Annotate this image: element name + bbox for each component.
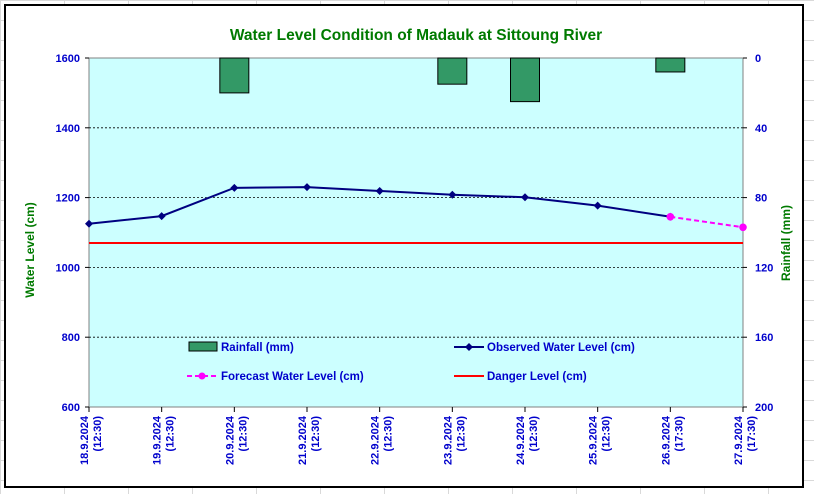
observed-point <box>448 190 457 199</box>
y-tick-label: 1200 <box>56 193 80 205</box>
y2-tick-label: 40 <box>755 123 767 135</box>
x-tick-date: 27.9.2024 <box>733 415 745 465</box>
x-tick-date: 23.9.2024 <box>442 415 454 465</box>
x-tick-label: 26.9.2024 (17:30) <box>660 415 685 465</box>
observed-point <box>375 186 384 195</box>
forecast-line <box>670 215 744 229</box>
x-tick-label: 27.9.2024 (17:30) <box>733 415 758 465</box>
y-tick-label: 600 <box>62 402 80 414</box>
y2-tick-label: 80 <box>755 193 767 205</box>
x-tick-date: 21.9.2024 <box>297 415 309 465</box>
x-tick-date: 25.9.2024 <box>588 415 600 465</box>
x-tick-time: (12:30) <box>237 416 249 452</box>
y2-tick-label: 200 <box>755 402 773 414</box>
x-tick-label: 25.9.2024 (12:30) <box>588 415 613 465</box>
rainfall-bar <box>510 57 540 103</box>
observed-point <box>85 219 93 228</box>
y-tick-label: 1600 <box>56 53 80 65</box>
observed-point <box>521 193 529 202</box>
observed-water-level-series <box>85 183 675 228</box>
legend-observed-marker <box>465 343 473 351</box>
x-tick-label: 23.9.2024 (12:30) <box>442 415 467 465</box>
y2-axis-label: Rainfall (mm) <box>779 205 793 281</box>
x-tick-label: 18.9.2024 (12:30) <box>79 415 104 465</box>
y2-tick-label: 120 <box>755 262 773 274</box>
x-tick-time: (12:30) <box>528 416 540 452</box>
observed-point <box>230 183 239 192</box>
x-tick-date: 18.9.2024 <box>79 415 91 465</box>
plot-area <box>88 57 744 408</box>
forecast-point <box>666 212 675 221</box>
x-tick-date: 20.9.2024 <box>224 415 236 465</box>
legend-rain-label: Rainfall (mm) <box>221 342 294 354</box>
x-tick-time: (12:30) <box>310 416 322 452</box>
x-axis-ticks: 18.9.2024 (12:30) 19.9.2024 (12:30) 20.9.202… <box>79 415 758 465</box>
y-tick-label: 1000 <box>56 262 80 274</box>
chart-title: Water Level Condition of Madauk at Sitto… <box>230 27 602 44</box>
x-tick-time: (12:30) <box>92 416 104 452</box>
rainfall-bar <box>437 57 468 85</box>
legend-observed-label: Observed Water Level (cm) <box>487 342 635 354</box>
legend-forecast-marker <box>198 372 206 380</box>
rainfall-bars <box>219 57 686 103</box>
y2-tick-label: 160 <box>755 332 773 344</box>
left-axis-ticks: 1600 1400 1200 1000 800 600 <box>56 53 89 414</box>
y-axis-label: Water Level (cm) <box>23 202 37 298</box>
x-tick-time: (17:30) <box>673 416 685 452</box>
observed-point <box>593 201 602 210</box>
observed-point <box>303 183 311 192</box>
legend-danger-label: Danger Level (cm) <box>487 371 587 383</box>
x-tick-label: 21.9.2024 (12:30) <box>297 415 322 465</box>
rainfall-bar <box>655 57 686 73</box>
x-tick-label: 22.9.2024 (12:30) <box>370 415 395 465</box>
x-tick-date: 22.9.2024 <box>370 415 382 465</box>
y2-tick-label: 0 <box>755 53 761 65</box>
x-tick-time: (12:30) <box>455 416 467 452</box>
forecast-point <box>739 223 747 232</box>
x-tick-label: 20.9.2024 (12:30) <box>224 415 249 465</box>
x-tick-time: (12:30) <box>383 416 395 452</box>
x-tick-label: 24.9.2024 (12:30) <box>515 415 540 465</box>
rainfall-bar <box>219 57 250 94</box>
gridlines <box>88 127 744 412</box>
x-tick-label: 19.9.2024 (12:30) <box>152 415 177 465</box>
x-tick-time: (12:30) <box>165 416 177 452</box>
legend-forecast-label: Forecast Water Level (cm) <box>221 371 364 383</box>
x-tick-date: 26.9.2024 <box>660 415 672 465</box>
right-axis-ticks: 0 40 80 120 160 200 <box>743 53 773 414</box>
x-tick-date: 24.9.2024 <box>515 415 527 465</box>
y-tick-label: 800 <box>62 332 80 344</box>
x-tick-date: 19.9.2024 <box>152 415 164 465</box>
legend: Rainfall (mm) Observed Water Level (cm) … <box>187 341 635 383</box>
observed-point <box>157 212 166 221</box>
forecast-water-level-series <box>666 212 747 232</box>
x-tick-time: (17:30) <box>746 416 758 452</box>
legend-rain-swatch <box>188 341 218 352</box>
x-tick-time: (12:30) <box>601 416 613 452</box>
y-tick-label: 1400 <box>56 123 80 135</box>
